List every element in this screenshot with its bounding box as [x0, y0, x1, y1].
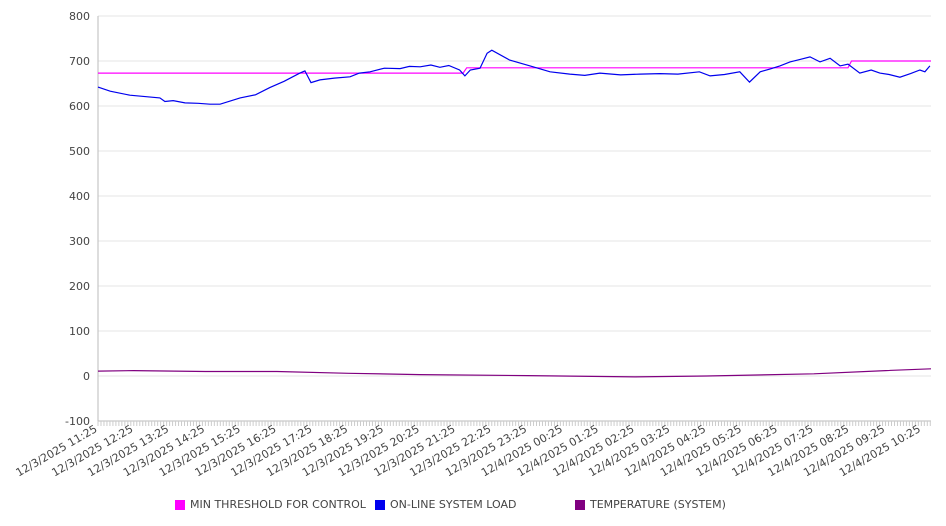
series-lines	[97, 49, 932, 378]
gridlines	[98, 15, 931, 422]
y-tick-label: -100	[65, 415, 90, 428]
series-line-on-line-system-load	[97, 49, 931, 105]
legend-item-load[interactable]: ON-LINE SYSTEM LOAD	[375, 498, 516, 511]
legend: MIN THRESHOLD FOR CONTROL ON-LINE SYSTEM…	[0, 498, 946, 514]
legend-label: TEMPERATURE (SYSTEM)	[590, 498, 726, 511]
y-axis: -100 0 100 200 300 400 500 600 700 800	[65, 10, 99, 428]
series-line-min-threshold-for-control	[98, 60, 931, 74]
y-tick-label: 300	[69, 235, 90, 248]
legend-label: MIN THRESHOLD FOR CONTROL	[190, 498, 366, 511]
y-tick-label: 100	[69, 325, 90, 338]
legend-swatch-temperature	[575, 499, 585, 510]
y-tick-label: 0	[83, 370, 90, 383]
y-tick-label: 700	[69, 55, 90, 68]
legend-item-threshold[interactable]: MIN THRESHOLD FOR CONTROL	[175, 498, 366, 511]
series-line-temperature-system	[97, 368, 932, 378]
legend-item-temperature[interactable]: TEMPERATURE (SYSTEM)	[575, 498, 726, 511]
y-tick-label: 500	[69, 145, 90, 158]
legend-swatch-load	[375, 499, 385, 510]
legend-swatch-threshold	[175, 499, 185, 510]
y-tick-label: 800	[69, 10, 90, 23]
y-tick-label: 200	[69, 280, 90, 293]
y-tick-label: 600	[69, 100, 90, 113]
legend-label: ON-LINE SYSTEM LOAD	[390, 498, 517, 511]
y-tick-label: 400	[69, 190, 90, 203]
